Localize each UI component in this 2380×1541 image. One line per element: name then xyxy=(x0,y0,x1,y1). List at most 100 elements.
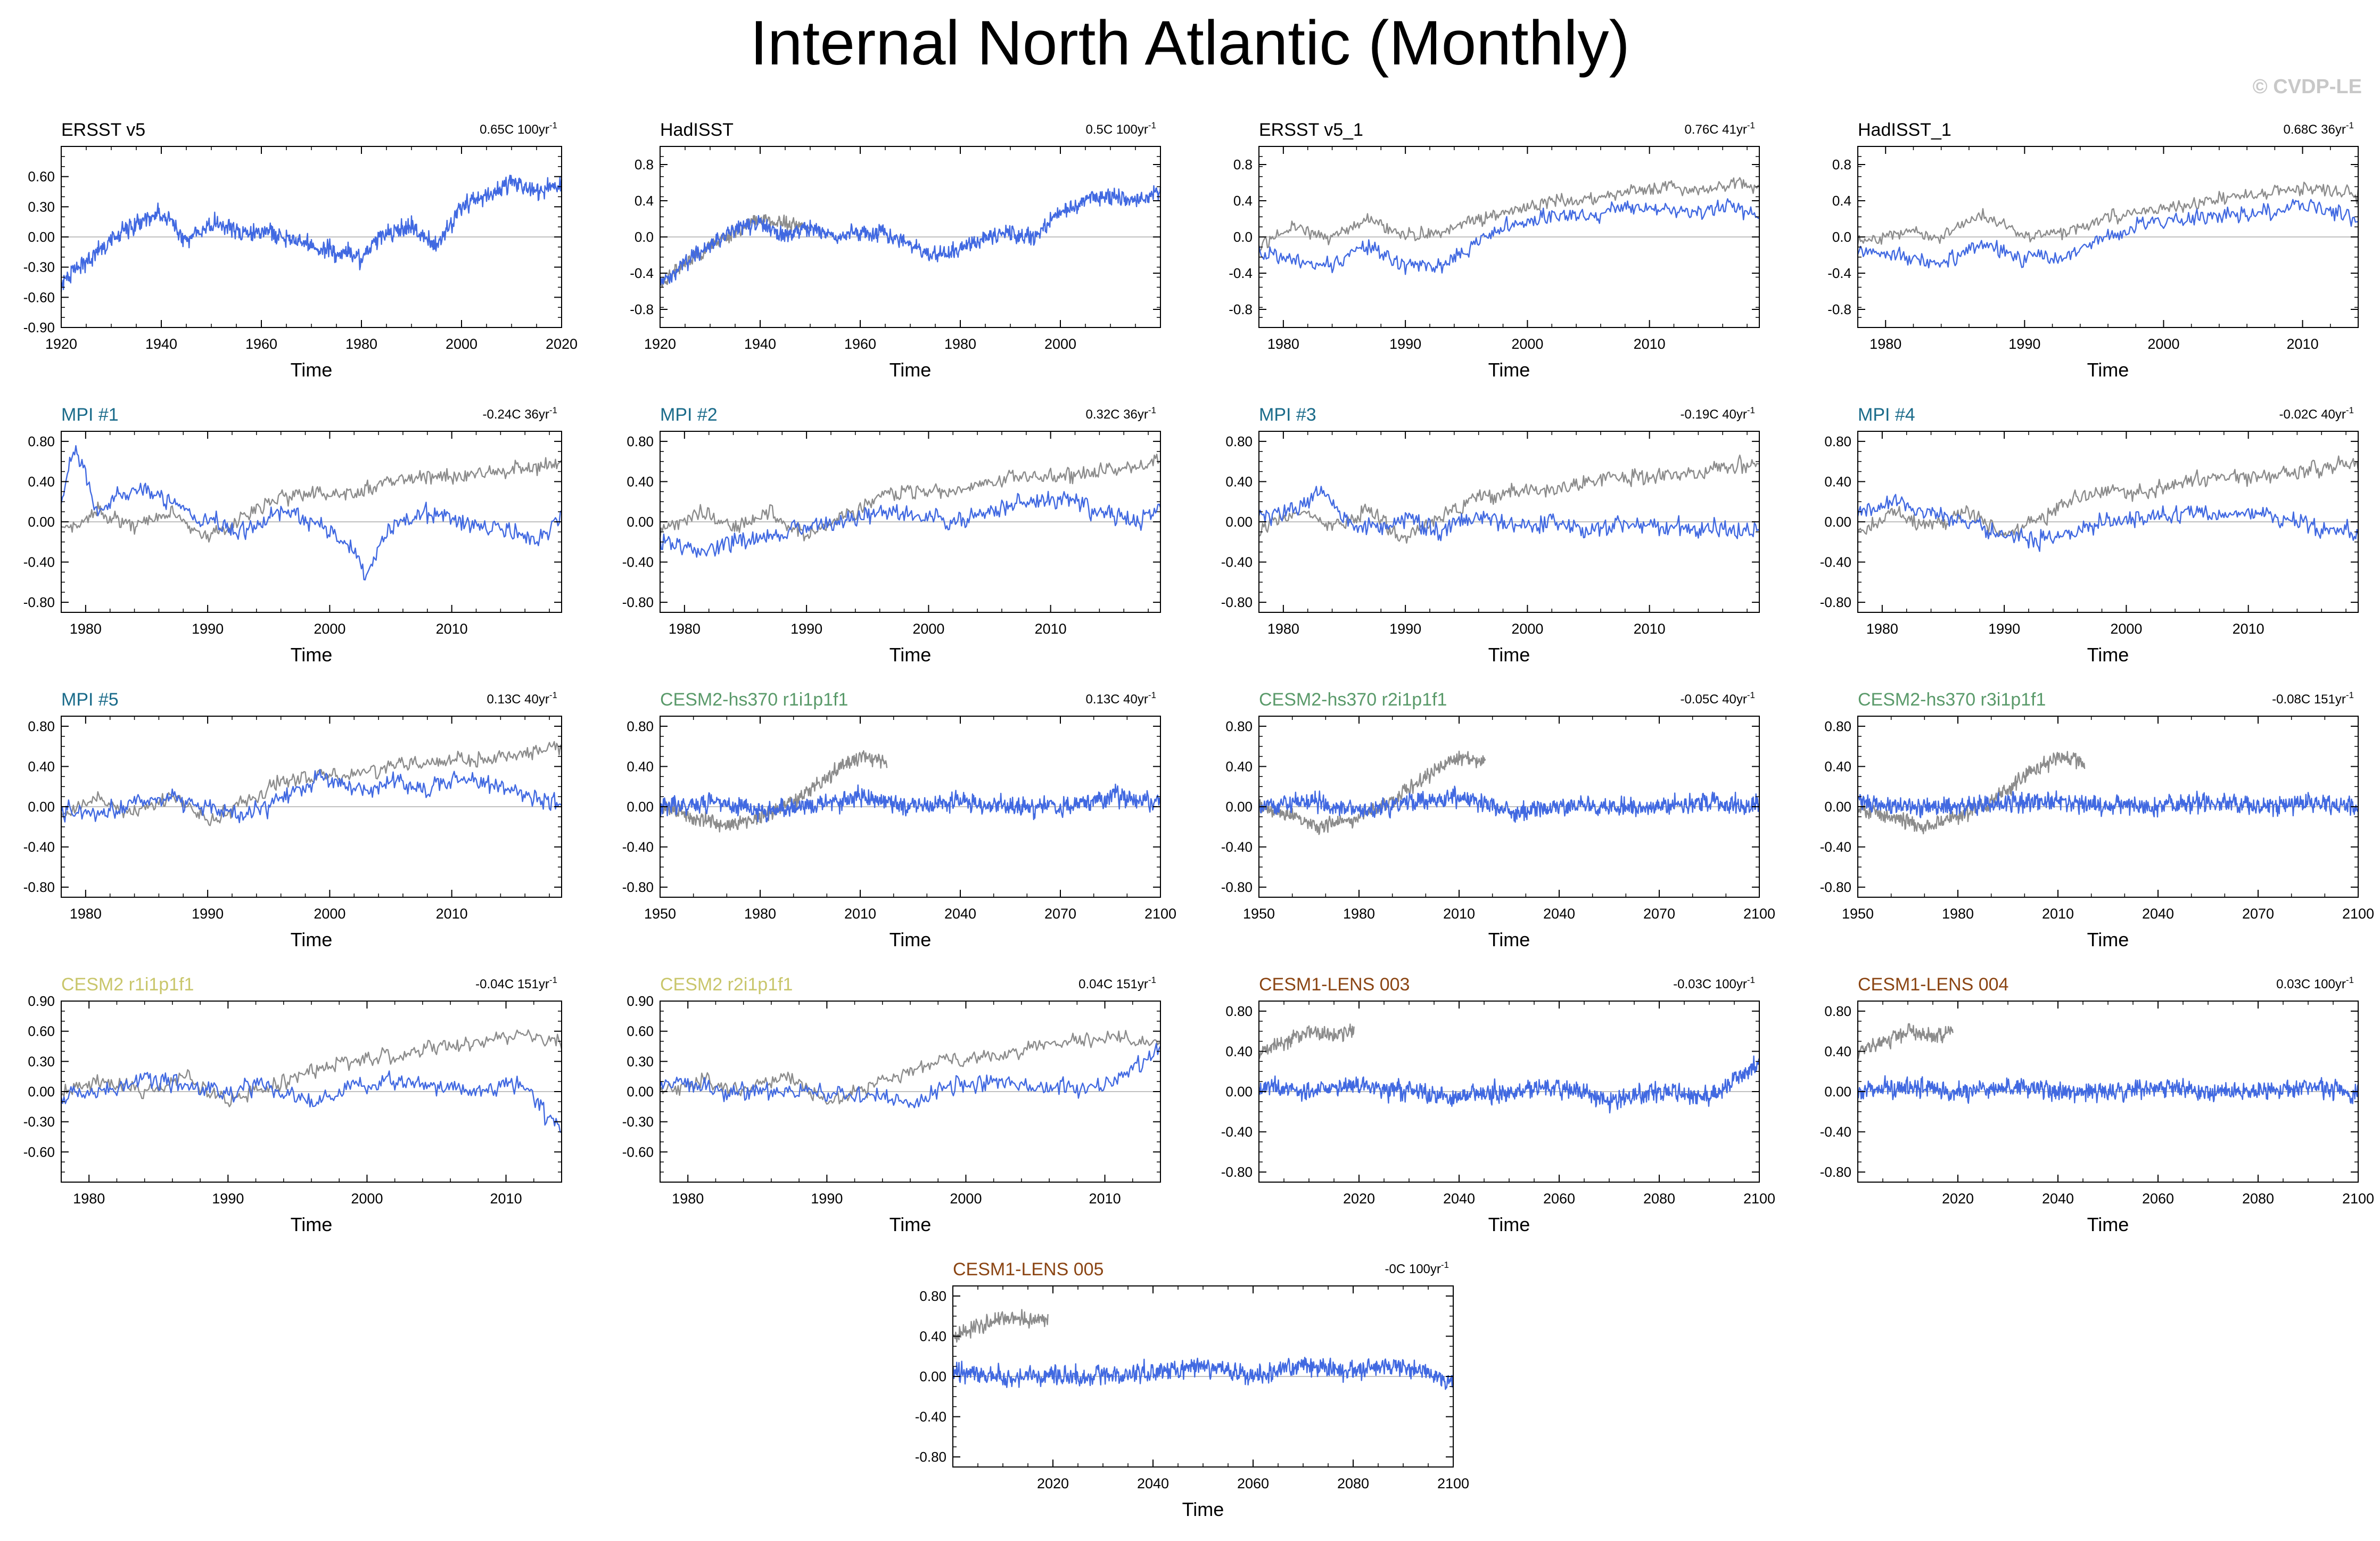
x-tick-label: 2000 xyxy=(1511,336,1543,352)
x-axis-label: Time xyxy=(291,929,333,950)
panel-title: MPI #4 xyxy=(1858,405,1915,425)
y-tick-label: 0.80 xyxy=(28,433,55,449)
x-tick-label: 2100 xyxy=(1437,1476,1469,1491)
model-series-line xyxy=(1258,198,1760,275)
y-tick-label: -0.40 xyxy=(1820,554,1851,570)
x-axis-label: Time xyxy=(291,359,333,381)
y-tick-label: -0.80 xyxy=(1221,594,1253,610)
y-tick-label: 0.80 xyxy=(28,718,55,734)
x-tick-label: 2040 xyxy=(1137,1476,1169,1491)
x-tick-label: 2060 xyxy=(1543,1191,1575,1207)
panel-title: HadISST_1 xyxy=(1858,120,1951,140)
panel-trend: 0.03C 100yr-1 xyxy=(2276,975,2354,991)
x-tick-label: 2010 xyxy=(1634,621,1666,637)
model-series-line xyxy=(1258,486,1760,542)
panel-9: MPI #5 0.13C 40yr-1 1980 1990 2000 2010 0.80 0.… xyxy=(23,690,563,950)
y-tick-label: -0.80 xyxy=(915,1449,946,1465)
x-tick-label: 2010 xyxy=(2287,336,2319,352)
x-axis-label: Time xyxy=(2087,929,2129,950)
y-tick-label: -0.80 xyxy=(1820,879,1851,895)
x-tick-label: 2020 xyxy=(546,336,578,352)
y-tick-label: 0.80 xyxy=(1824,718,1851,734)
obs-series-line xyxy=(60,741,563,826)
x-tick-label: 2070 xyxy=(1643,906,1675,922)
y-tick-label: -0.40 xyxy=(1221,554,1253,570)
panel-title: CESM2-hs370 r2i1p1f1 xyxy=(1259,690,1447,710)
y-tick-label: 0.30 xyxy=(627,1053,654,1069)
x-tick-label: 1920 xyxy=(644,336,676,352)
x-tick-label: 2010 xyxy=(1443,906,1475,922)
panel-title: CESM1-LENS 003 xyxy=(1259,974,1410,995)
x-tick-label: 2000 xyxy=(446,336,477,352)
y-tick-label: -0.80 xyxy=(622,594,654,610)
y-tick-label: -0.40 xyxy=(622,554,654,570)
x-tick-label: 2040 xyxy=(2042,1191,2074,1207)
y-tick-label: 0.40 xyxy=(28,473,55,489)
y-tick-label: -0.60 xyxy=(23,1144,55,1160)
y-tick-label: -0.40 xyxy=(915,1409,946,1425)
y-tick-label: 0.00 xyxy=(1225,514,1253,530)
panel-trend: 0.13C 40yr-1 xyxy=(1085,690,1156,707)
x-tick-label: 2100 xyxy=(2342,906,2374,922)
panel-14: CESM2 r2i1p1f1 0.04C 151yr-1 1980 1990 2000 2… xyxy=(622,974,1162,1235)
y-tick-label: -0.30 xyxy=(23,259,55,275)
panel-4: HadISST_1 0.68C 36yr-1 1980 1990 2000 2010 0.8… xyxy=(1827,120,2359,381)
y-tick-label: 0.8 xyxy=(635,157,654,173)
y-tick-label: -0.40 xyxy=(1221,839,1253,855)
y-tick-label: 0.80 xyxy=(1824,433,1851,449)
y-tick-label: 0.40 xyxy=(1824,473,1851,489)
model-series-line xyxy=(659,1043,1162,1109)
y-tick-label: -0.80 xyxy=(23,594,55,610)
obs-series-line xyxy=(61,1029,563,1108)
y-tick-label: 0.00 xyxy=(28,799,55,815)
y-tick-label: 0.40 xyxy=(919,1328,946,1344)
y-tick-label: -0.80 xyxy=(1221,879,1253,895)
obs-series-line xyxy=(659,454,1161,542)
x-tick-label: 1960 xyxy=(844,336,876,352)
y-tick-label: -0.40 xyxy=(23,839,55,855)
y-tick-label: -0.80 xyxy=(23,879,55,895)
y-tick-label: 0.40 xyxy=(1824,758,1851,774)
y-tick-label: 0.00 xyxy=(28,229,55,245)
panel-title: CESM2-hs370 r3i1p1f1 xyxy=(1858,690,2046,710)
model-series-line xyxy=(60,1070,562,1133)
x-tick-label: 2010 xyxy=(844,906,876,922)
x-tick-label: 1980 xyxy=(1267,336,1299,352)
panel-title: MPI #2 xyxy=(660,405,718,425)
x-tick-label: 1980 xyxy=(944,336,976,352)
x-tick-label: 1990 xyxy=(192,621,224,637)
x-tick-label: 2040 xyxy=(2142,906,2174,922)
x-tick-label: 2010 xyxy=(1634,336,1666,352)
y-tick-label: 0.80 xyxy=(1225,433,1253,449)
panel-trend: -0.05C 40yr-1 xyxy=(1680,690,1755,707)
obs-series-line xyxy=(1857,182,2359,245)
obs-series-line xyxy=(659,750,888,833)
model-series-line xyxy=(1857,790,2359,818)
y-tick-label: -0.60 xyxy=(622,1144,654,1160)
y-tick-label: -0.80 xyxy=(622,879,654,895)
x-tick-label: 1920 xyxy=(45,336,77,352)
x-tick-label: 1990 xyxy=(811,1191,843,1207)
x-tick-label: 2070 xyxy=(1044,906,1076,922)
y-tick-label: 0.00 xyxy=(28,514,55,530)
y-tick-label: 0.60 xyxy=(627,1023,654,1039)
y-tick-label: 0.80 xyxy=(1225,1003,1253,1019)
x-axis-label: Time xyxy=(291,1214,333,1235)
x-tick-label: 2020 xyxy=(1037,1476,1069,1491)
credit-label: © CVDP-LE xyxy=(2252,76,2362,98)
x-tick-label: 2100 xyxy=(1743,906,1775,922)
panel-2: HadISST 0.5C 100yr-1 1920 1940 1960 1980 2000 0… xyxy=(630,120,1162,381)
y-tick-label: 0.80 xyxy=(919,1288,946,1304)
y-tick-label: 0.00 xyxy=(28,1084,55,1100)
x-tick-label: 2070 xyxy=(2242,906,2274,922)
panel-title: CESM2 r1i1p1f1 xyxy=(61,974,194,995)
model-series-line xyxy=(1258,1055,1760,1114)
y-tick-label: -0.80 xyxy=(1820,594,1851,610)
x-tick-label: 2010 xyxy=(2233,621,2264,637)
page-title: Internal North Atlantic (Monthly) xyxy=(750,8,1630,78)
model-series-line xyxy=(1857,199,2358,269)
x-tick-label: 2020 xyxy=(1343,1191,1375,1207)
panel-title: CESM2 r2i1p1f1 xyxy=(660,974,793,995)
x-tick-label: 2000 xyxy=(314,906,345,922)
x-axis-label: Time xyxy=(1488,929,1530,950)
